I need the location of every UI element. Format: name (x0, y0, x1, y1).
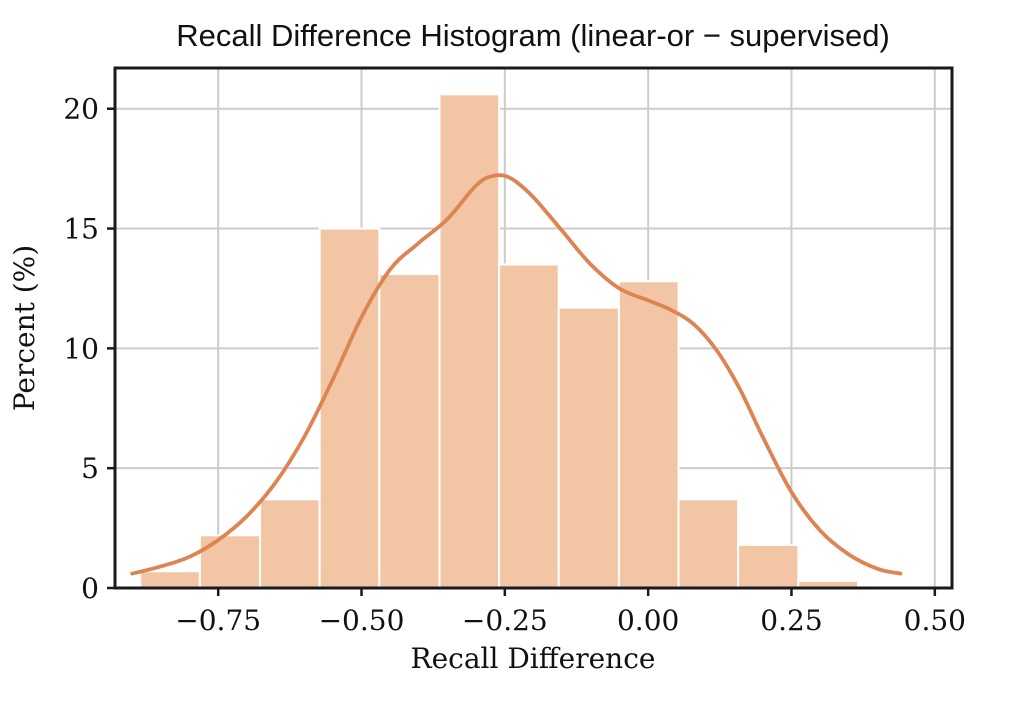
histogram-bar (198, 534, 262, 590)
x-tick-label: 0.25 (760, 604, 822, 637)
axis-tick-marks (107, 107, 937, 596)
y-tick-label: 10 (63, 332, 99, 365)
x-tick-label: 0.50 (904, 604, 966, 637)
histogram-bar (677, 498, 740, 589)
y-tick-label: 15 (63, 213, 99, 246)
histogram-bar (557, 306, 620, 589)
histogram-bar (318, 227, 381, 589)
gridlines (115, 68, 952, 589)
histogram-bar (378, 273, 441, 589)
x-tick-label: −0.50 (319, 604, 405, 637)
y-tick-label: 0 (81, 572, 99, 605)
chart-title: Recall Difference Histogram (linear-or −… (176, 18, 890, 53)
x-tick-label: 0.00 (617, 604, 679, 637)
y-axis-label: Percent (%) (8, 245, 41, 411)
axis-tick-labels: −0.75 −0.50 −0.25 0.00 0.25 0.50 0 5 10 15 20 (63, 93, 966, 637)
x-tick-label: −0.75 (175, 604, 261, 637)
histogram-bar (737, 543, 800, 589)
histogram-bar (139, 570, 201, 590)
x-tick-label: −0.25 (462, 604, 548, 637)
histogram-bar (617, 280, 680, 589)
histogram-bar (438, 93, 501, 590)
histogram-bar (259, 498, 321, 589)
histogram-bar (498, 263, 560, 589)
x-axis-label: Recall Difference (411, 642, 656, 675)
kde-curve (130, 173, 903, 576)
plot-border (113, 66, 954, 590)
y-tick-label: 20 (63, 93, 99, 126)
y-tick-label: 5 (81, 452, 99, 485)
